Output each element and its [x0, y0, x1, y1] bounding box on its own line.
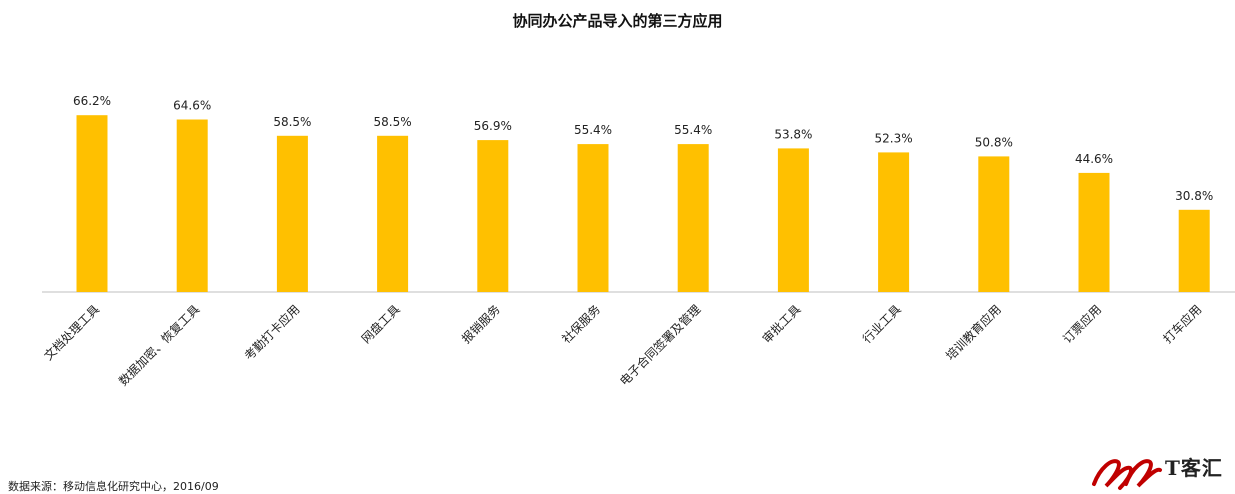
bar: [777, 148, 809, 292]
value-label: 53.8%: [774, 127, 812, 141]
bar: [276, 135, 308, 292]
category-label: 行业工具: [860, 302, 904, 346]
bar: [377, 135, 409, 292]
category-label: 数据加密、恢复工具: [115, 302, 202, 389]
category-label: 打车应用: [1160, 302, 1205, 347]
bar: [878, 152, 910, 292]
value-label: 56.9%: [474, 119, 512, 133]
category-label: 网盘工具: [358, 302, 403, 347]
bars-group: [76, 115, 1210, 292]
value-label: 58.5%: [273, 115, 311, 129]
bar: [477, 140, 509, 292]
bar: [577, 144, 609, 292]
value-label: 58.5%: [374, 115, 412, 129]
category-label: 社保服务: [559, 302, 604, 347]
bar: [76, 115, 108, 292]
category-label: 文档处理工具: [41, 302, 103, 364]
logo-swoosh-2: [1124, 459, 1162, 488]
value-label: 30.8%: [1175, 189, 1213, 203]
value-label: 66.2%: [73, 94, 111, 108]
value-label: 64.6%: [173, 99, 211, 113]
category-label: 培训教育应用: [942, 302, 1004, 364]
bar: [677, 144, 709, 292]
bar: [176, 119, 208, 292]
value-label: 44.6%: [1075, 152, 1113, 166]
value-label: 55.4%: [674, 123, 712, 137]
category-label: 订票应用: [1060, 302, 1105, 347]
category-label: 报销服务: [458, 302, 503, 347]
brand-text: T客汇: [1165, 456, 1223, 480]
value-label: 52.3%: [875, 131, 913, 145]
category-label: 考勤打卡应用: [241, 302, 303, 364]
category-label: 电子合同签署及管理: [616, 302, 703, 389]
category-label: 审批工具: [759, 302, 804, 347]
category-labels-group: 文档处理工具 数据加密、恢复工具 考勤打卡应用 网盘工具 报销服务 社保服务 电子合同签署及…: [41, 302, 1205, 389]
source-note: 数据来源：移动信息化研究中心，2016/09: [8, 480, 219, 493]
bar: [1178, 209, 1210, 292]
value-label: 55.4%: [574, 123, 612, 137]
value-label: 50.8%: [975, 135, 1013, 149]
chart-title: 协同办公产品导入的第三方应用: [512, 12, 723, 30]
brand-logo-icon: [1092, 459, 1162, 490]
bar: [978, 156, 1010, 292]
bar: [1078, 172, 1110, 292]
value-labels-group: 66.2% 64.6% 58.5% 58.5% 56.9% 55.4% 55.4% 53.8%…: [73, 94, 1213, 203]
